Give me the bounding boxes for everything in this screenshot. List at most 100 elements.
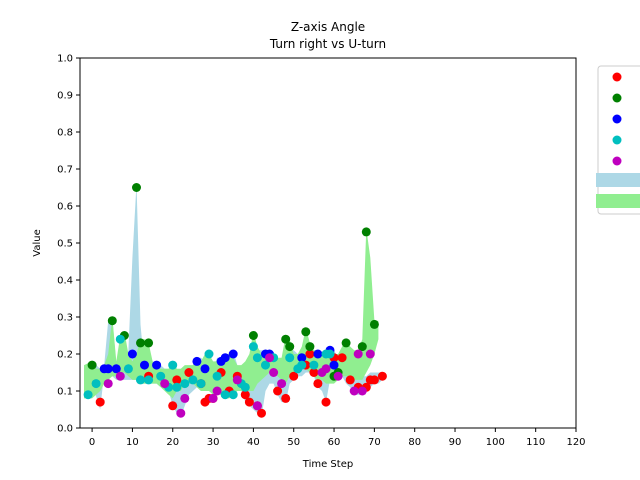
series-2-point (313, 349, 323, 359)
series-0-point (281, 393, 291, 403)
series-1-point (361, 227, 371, 237)
legend (596, 65, 640, 215)
series-0-point (172, 375, 182, 385)
series-4-point (269, 368, 279, 377)
chart-subtitle: Turn right vs U-turn (269, 37, 386, 51)
y-tick-label: 0.7 (57, 165, 73, 176)
y-axis: 0.0 0.1 0.2 0.3 0.4 0.5 0.6 0.7 0.8 0.9 1.0 (57, 54, 80, 435)
series-3-point (212, 371, 222, 381)
series-3-point (252, 353, 262, 363)
series-3-point (188, 375, 198, 385)
x-tick-label: 20 (166, 437, 179, 448)
series-2-point (297, 353, 307, 363)
series-1-point (87, 360, 97, 370)
series-1-point (136, 338, 145, 348)
series-2-point (220, 353, 230, 363)
series-3-point (240, 382, 250, 392)
series-1-point (107, 316, 117, 326)
series-3-point (196, 379, 206, 389)
series-4-point (232, 375, 242, 385)
series-3-point (261, 360, 270, 370)
series-3-point (285, 353, 295, 363)
series-3-point (136, 375, 145, 385)
series-4-point (115, 371, 125, 381)
series-3-point (91, 379, 101, 389)
x-axis-label: Time Step (302, 459, 353, 470)
series-3-point (115, 334, 125, 344)
series-2-point (228, 349, 238, 359)
series-1-point (285, 342, 295, 352)
series-4-point (333, 371, 343, 381)
series-2-point (152, 360, 162, 370)
series-1-point (301, 327, 311, 337)
y-tick-label: 0.2 (57, 350, 73, 361)
series-2-point (103, 364, 113, 374)
series-2-point (140, 360, 149, 370)
series-2-point (127, 349, 137, 359)
series-0-point (309, 368, 319, 377)
series-3-point (83, 390, 93, 400)
legend-marker-series-2 (612, 114, 622, 124)
y-axis-label: Value (32, 229, 43, 256)
series-0-point (240, 390, 250, 400)
series-3-point (325, 349, 335, 359)
y-tick-label: 0.5 (57, 239, 73, 250)
series-2-point (111, 364, 121, 374)
series-0-point (168, 401, 178, 411)
series-3-point (168, 360, 178, 370)
legend-entries (596, 72, 640, 208)
y-tick-label: 0.9 (57, 91, 73, 102)
series-4-point (357, 386, 367, 396)
y-tick-label: 0.0 (57, 424, 73, 435)
series-4-point (265, 353, 274, 363)
x-tick-label: 10 (126, 437, 139, 448)
series-4-point (160, 379, 170, 389)
series-2-point (200, 364, 210, 374)
series-3-point (123, 364, 133, 374)
series-2-point (329, 360, 339, 370)
series-0-point (369, 375, 379, 385)
x-tick-label: 80 (408, 437, 421, 448)
x-tick-label: 0 (89, 437, 95, 448)
series-0-point (345, 375, 355, 385)
series-3-point (204, 349, 214, 359)
legend-marker-series-4 (612, 156, 622, 166)
legend-marker-series-0 (612, 72, 622, 82)
y-tick-label: 0.3 (57, 313, 73, 324)
series-4-point (176, 408, 186, 418)
series-4-point (321, 364, 331, 374)
y-tick-label: 0.8 (57, 128, 73, 139)
series-3-point (180, 379, 190, 389)
series-1-point (248, 331, 258, 340)
y-tick-label: 0.4 (57, 276, 73, 287)
x-tick-label: 90 (449, 437, 462, 448)
plot-area (79, 57, 577, 429)
series-1-point (357, 342, 367, 352)
series-3-point (156, 371, 166, 381)
y-tick-label: 1.0 (57, 54, 73, 65)
series-1-point (144, 338, 154, 348)
series-1-point (132, 183, 141, 192)
series-4-point (349, 386, 359, 396)
series-0-point (321, 397, 331, 407)
series-4-point (277, 379, 287, 389)
series-4-point (365, 349, 375, 359)
series-4-point (353, 349, 363, 359)
series-3-point (228, 390, 238, 400)
series-0-point (273, 386, 283, 396)
series-3-point (144, 375, 154, 385)
legend-marker-series-3 (612, 135, 622, 145)
series-0-point (377, 371, 387, 381)
legend-patch-band-1 (596, 194, 640, 208)
series-4-point (208, 393, 218, 403)
y-tick-label: 0.1 (57, 387, 73, 398)
x-tick-label: 120 (566, 437, 585, 448)
series-3-point (297, 360, 307, 370)
x-tick-label: 60 (328, 437, 341, 448)
legend-marker-series-1 (612, 93, 622, 103)
series-1-point (341, 338, 351, 348)
series-2-point (192, 356, 202, 366)
series-3-point (172, 382, 182, 392)
series-1-point (369, 319, 379, 329)
